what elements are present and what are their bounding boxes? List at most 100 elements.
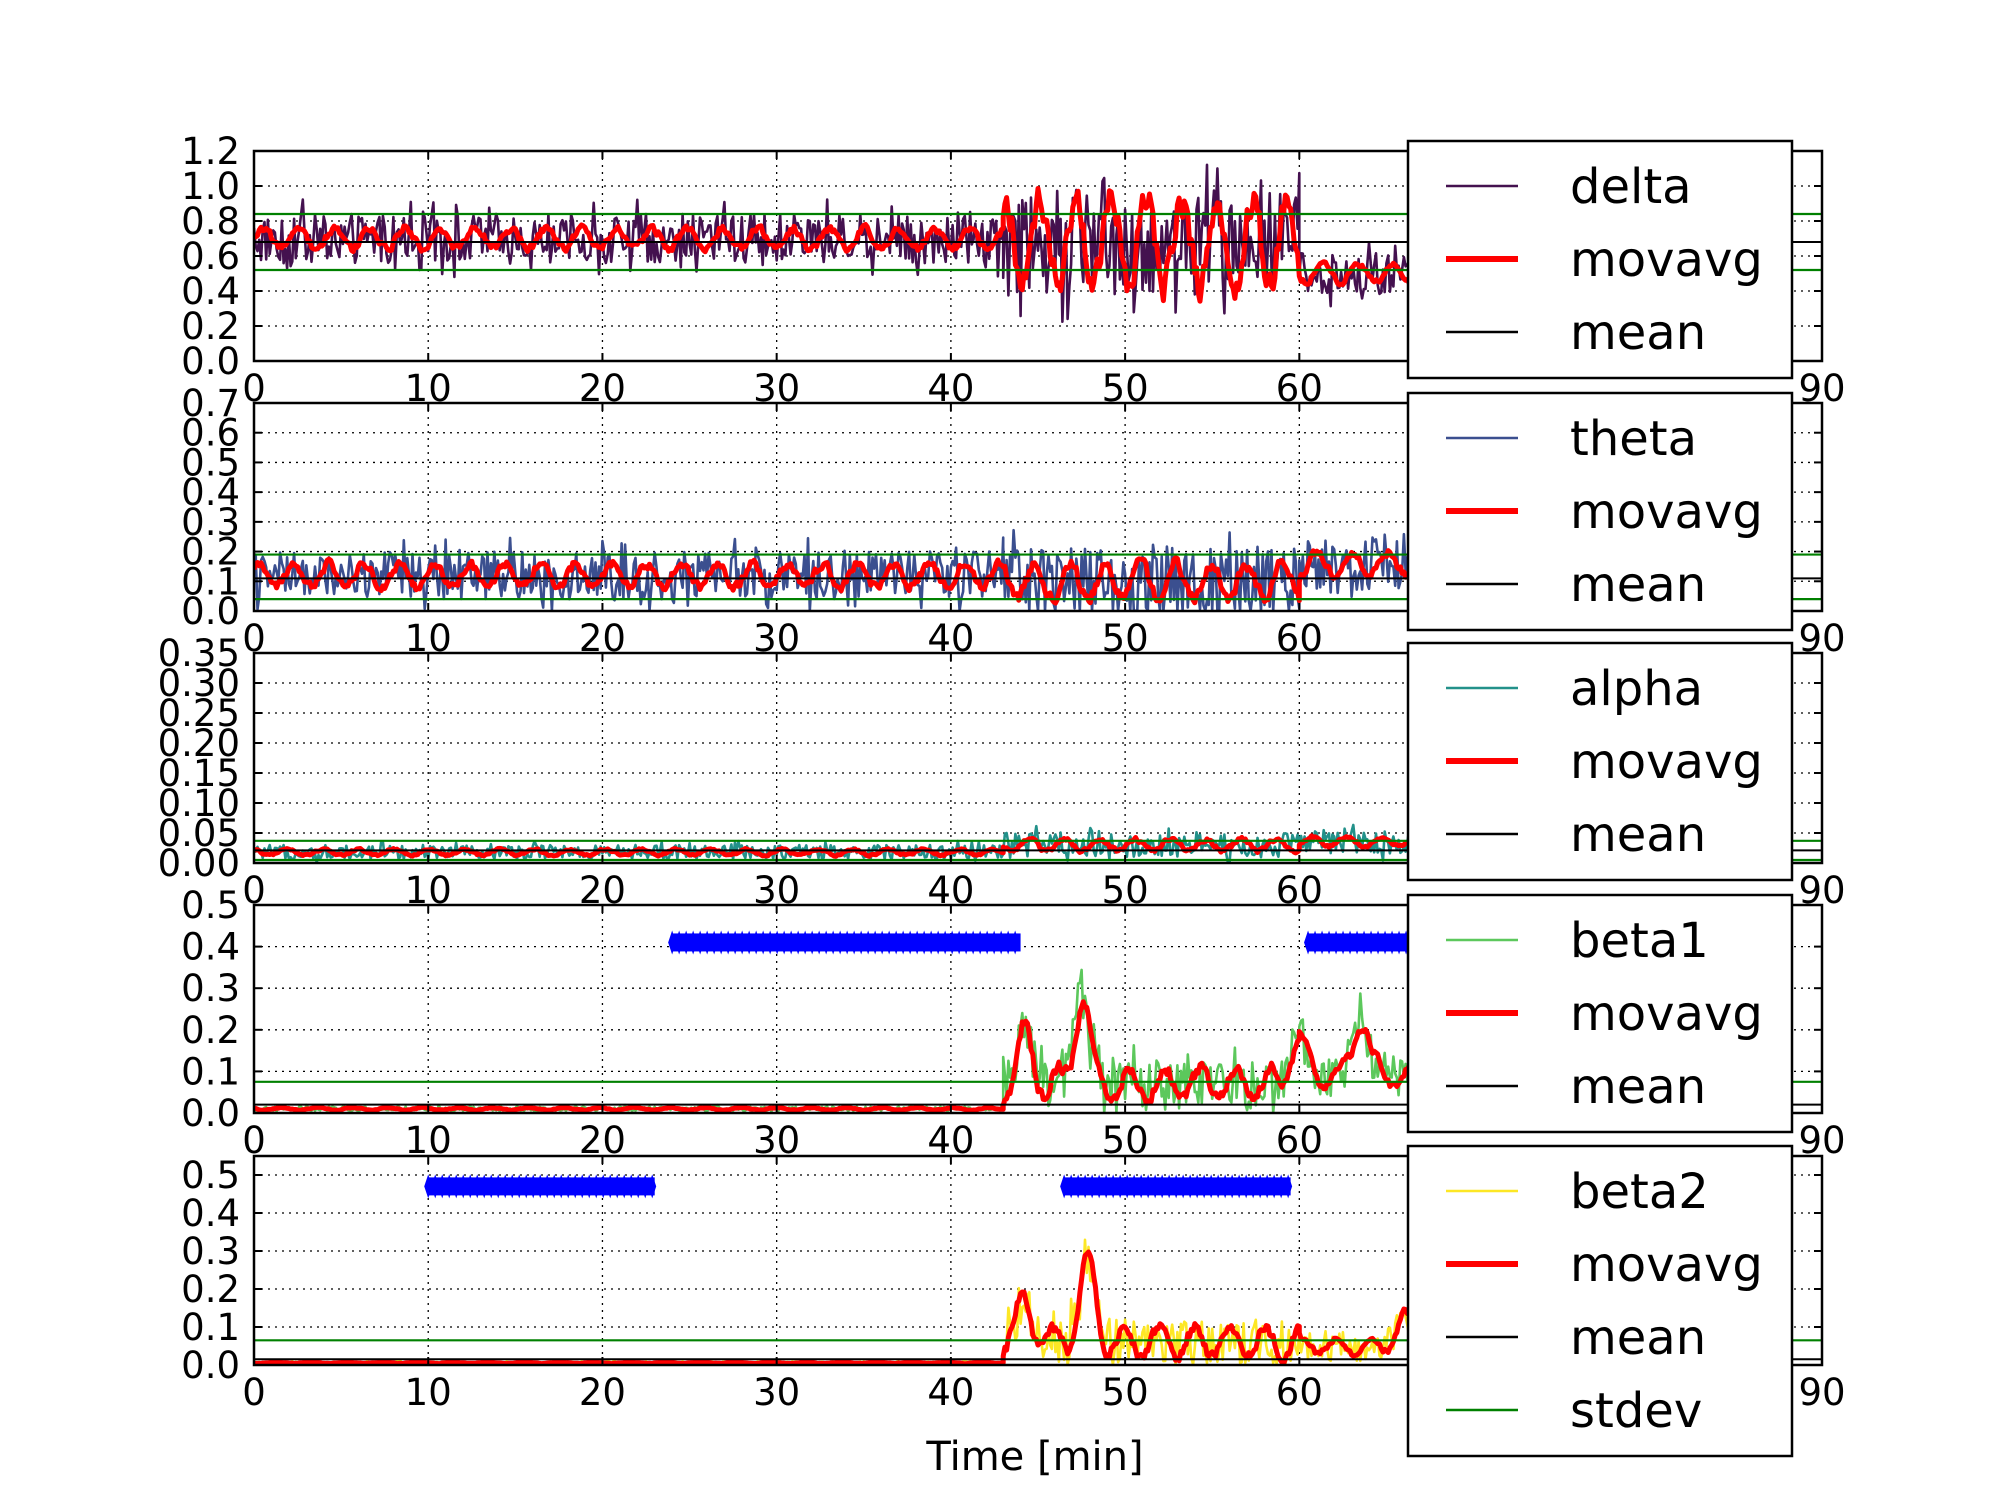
x-tick-label: 40 — [927, 367, 974, 410]
marker-star — [452, 1174, 461, 1199]
marker-star — [1270, 1174, 1279, 1199]
y-tick-label: 0.4 — [181, 270, 240, 313]
y-tick-label: 0.5 — [181, 884, 240, 927]
y-tick-label: 0.25 — [158, 692, 240, 735]
marker-star — [1277, 1174, 1286, 1199]
marker-star — [1318, 930, 1327, 955]
marker-star — [1374, 930, 1383, 955]
x-tick-label: 50 — [1102, 617, 1149, 660]
y-tick-label: 0.2 — [181, 531, 240, 574]
marker-star — [696, 930, 705, 955]
movavg-series — [254, 1249, 1441, 1365]
x-tick-label: 30 — [753, 1371, 800, 1414]
marker-star — [1130, 1174, 1139, 1199]
marker-star — [899, 930, 908, 955]
marker-star — [1325, 930, 1334, 955]
marker-star — [1116, 1174, 1125, 1199]
marker-star — [459, 1174, 468, 1199]
legend-label-beta1: beta1 — [1570, 913, 1709, 969]
marker-star — [550, 1174, 559, 1199]
marker-star — [1060, 1174, 1069, 1199]
marker-star — [794, 930, 803, 955]
marker-star — [717, 930, 726, 955]
marker-star — [480, 1174, 489, 1199]
x-tick-label: 60 — [1276, 869, 1323, 912]
x-tick-label: 10 — [405, 1371, 452, 1414]
marker-star — [613, 1174, 622, 1199]
marker-star — [1081, 1174, 1090, 1199]
marker-star — [578, 1174, 587, 1199]
marker-star — [1095, 1174, 1104, 1199]
marker-star — [871, 930, 880, 955]
x-tick-label: 30 — [753, 617, 800, 660]
marker-star — [962, 930, 971, 955]
axes-frame-beta1 — [252, 903, 1824, 1115]
marker-star — [508, 1174, 517, 1199]
marker-star — [682, 930, 691, 955]
y-tick-label: 0.15 — [158, 752, 240, 795]
marker-star — [1339, 930, 1348, 955]
marker-star — [1381, 930, 1390, 955]
y-tick-label: 0.2 — [181, 1009, 240, 1052]
marker-star — [801, 930, 810, 955]
marker-star — [557, 1174, 566, 1199]
marker-star — [990, 930, 999, 955]
y-tick-label: 0.2 — [181, 305, 240, 348]
marker-star — [759, 930, 768, 955]
y-tick-label: 0.6 — [181, 235, 240, 278]
movavg-series — [254, 545, 1441, 606]
marker-star — [1137, 1174, 1146, 1199]
marker-star — [494, 1174, 503, 1199]
legend-label-mean: mean — [1570, 557, 1706, 613]
y-tick-label: 0.0 — [181, 1092, 240, 1135]
marker-star — [1088, 1174, 1097, 1199]
marker-star — [731, 930, 740, 955]
marker-star — [1353, 930, 1362, 955]
y-tick-label: 0.3 — [181, 501, 240, 544]
marker-star — [787, 930, 796, 955]
marker-star — [1284, 1174, 1293, 1199]
marker-star — [1346, 930, 1355, 955]
marker-star — [564, 1174, 573, 1199]
marker-star — [689, 930, 698, 955]
marker-star — [906, 930, 915, 955]
plot-beta1 — [254, 930, 1822, 1113]
alpha-series — [254, 823, 1440, 863]
y-tick-label: 0.0 — [181, 340, 240, 383]
x-tick-label: 40 — [927, 1371, 974, 1414]
marker-star — [822, 930, 831, 955]
legend-label-stdev: stdev — [1570, 1383, 1702, 1439]
marker-star — [1102, 1174, 1111, 1199]
x-tick-label: 20 — [579, 617, 626, 660]
y-tick-label: 0.1 — [181, 560, 240, 603]
marker-star — [1123, 1174, 1132, 1199]
marker-star — [536, 1174, 545, 1199]
legend-label-movavg: movavg — [1570, 986, 1763, 1042]
marker-star — [780, 930, 789, 955]
x-tick-label: 60 — [1276, 367, 1323, 410]
marker-star — [466, 1174, 475, 1199]
y-tick-label: 0.0 — [181, 1344, 240, 1387]
x-tick-label: 0 — [242, 1371, 266, 1414]
marker-star — [515, 1174, 524, 1199]
x-tick-label: 20 — [579, 869, 626, 912]
x-tick-label: 0 — [242, 1119, 266, 1162]
x-tick-label: 50 — [1102, 1371, 1149, 1414]
y-tick-label: 0.0 — [181, 590, 240, 633]
marker-star — [675, 930, 684, 955]
x-tick-label: 90 — [1798, 1119, 1845, 1162]
y-tick-label: 0.6 — [181, 412, 240, 455]
marker-star — [1004, 930, 1013, 955]
marker-star — [1256, 1174, 1265, 1199]
y-tick-label: 0.4 — [181, 1192, 240, 1235]
legend-label-delta: delta — [1570, 159, 1692, 215]
marker-star — [710, 930, 719, 955]
x-tick-label: 10 — [405, 1119, 452, 1162]
marker-star — [1158, 1174, 1167, 1199]
legend-label-movavg: movavg — [1570, 484, 1763, 540]
y-tick-label: 0.30 — [158, 662, 240, 705]
marker-star — [606, 1174, 615, 1199]
marker-star — [885, 930, 894, 955]
marker-star — [1109, 1174, 1118, 1199]
marker-star — [815, 930, 824, 955]
